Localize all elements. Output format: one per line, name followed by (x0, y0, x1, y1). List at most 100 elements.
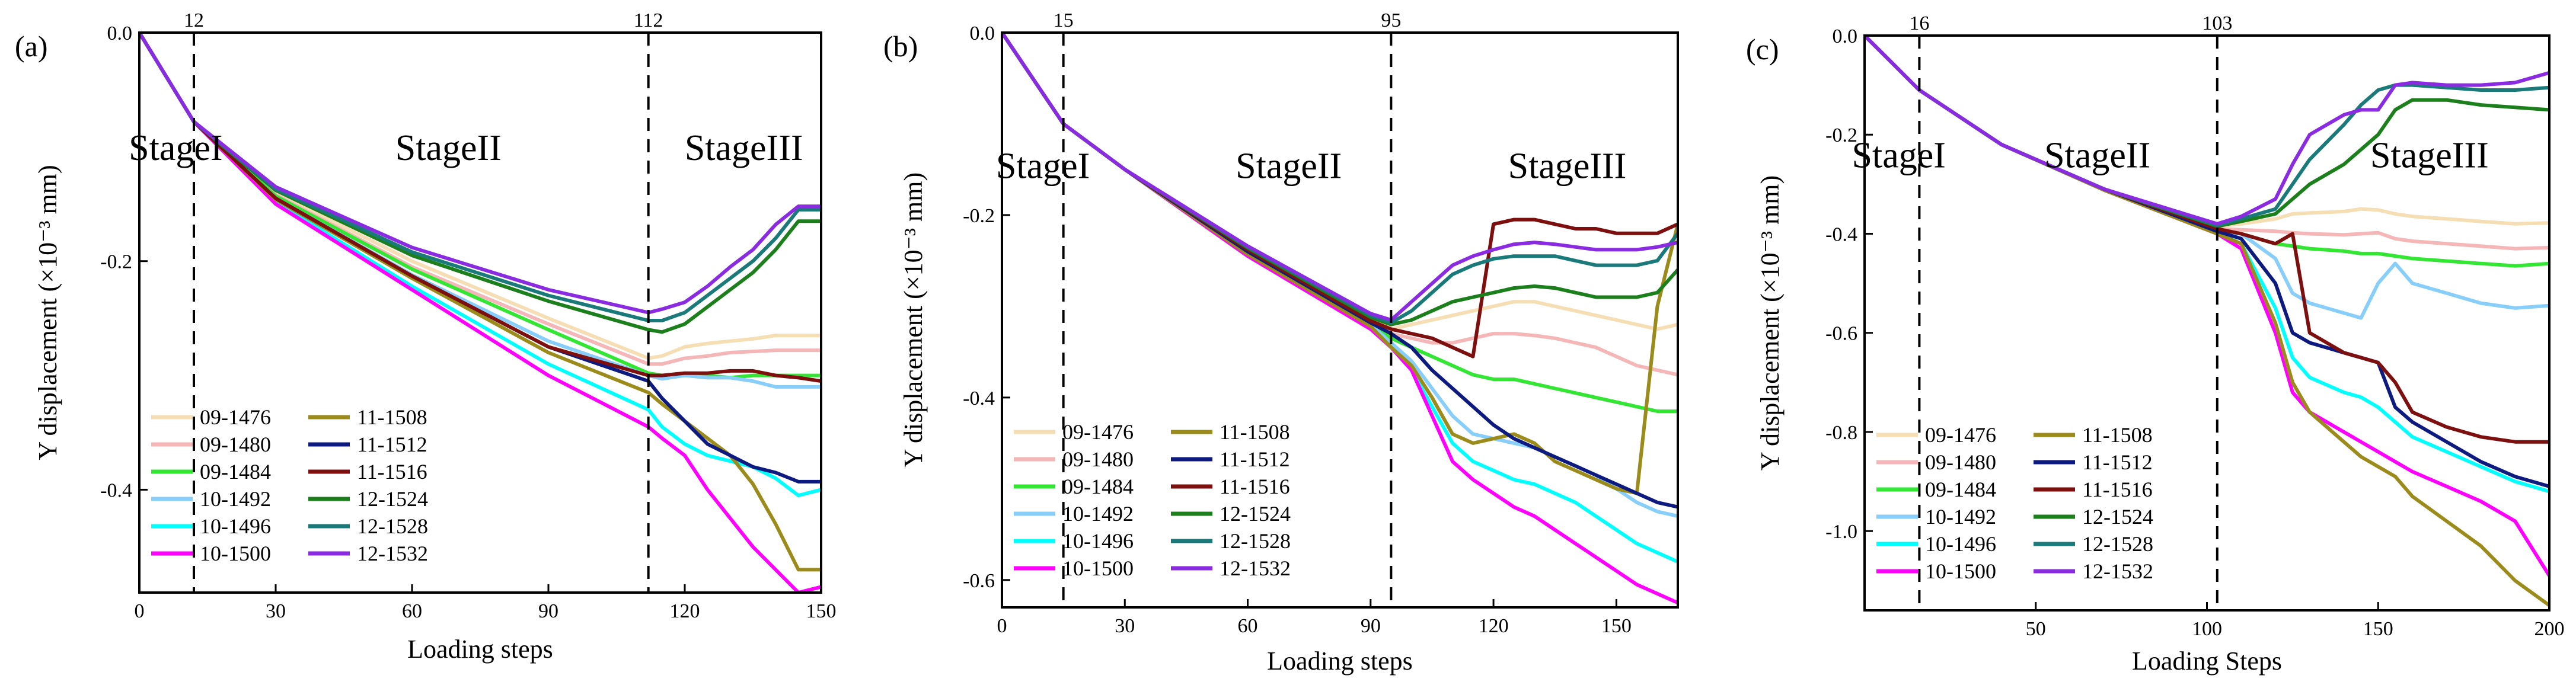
series-line-12-1532 (1002, 33, 1678, 322)
stage-label: StageII (395, 128, 502, 168)
legend-label: 09-1476 (1062, 420, 1134, 444)
legend: 09-1476 09-1480 09-1484 10-1492 10-1496 10-15… (1876, 423, 2153, 583)
legend-label: 09-1480 (1925, 450, 1996, 474)
legend-label: 12-1528 (2082, 532, 2153, 556)
legend-label: 12-1524 (2082, 505, 2153, 529)
x-tick-label: 90 (1361, 615, 1381, 637)
x-tick-label: 60 (402, 600, 422, 622)
series-line-12-1528 (139, 33, 821, 322)
y-tick-label: -0.6 (963, 570, 995, 592)
series-group (1002, 33, 1678, 605)
legend-label: 11-1512 (2082, 450, 2153, 474)
legend-label: 10-1492 (200, 487, 271, 511)
legend-label: 09-1484 (1062, 475, 1134, 498)
legend-label: 10-1500 (1925, 559, 1996, 583)
legend-label: 09-1480 (1062, 447, 1134, 471)
x-tick-label: 150 (2363, 618, 2393, 640)
stage-label: StageIII (1508, 146, 1627, 186)
stage-divider-label: 103 (2202, 12, 2232, 34)
legend: 09-1476 09-1480 09-1484 10-1492 10-1496 10-15… (151, 405, 428, 565)
legend-label: 10-1492 (1925, 505, 1996, 529)
stage-label: StageI (1852, 136, 1946, 176)
y-axis-label: Y displacement (×10⁻³ mm) (33, 165, 62, 460)
y-tick-label: -0.4 (100, 479, 132, 501)
stage-divider-label: 15 (1054, 9, 1074, 31)
legend-label: 09-1484 (200, 460, 271, 484)
y-tick-label: 0.0 (970, 23, 995, 44)
stage-label: StageII (2044, 136, 2150, 176)
plot-frame (1001, 31, 1679, 609)
x-axis-label: Loading steps (1267, 646, 1413, 676)
x-tick-label: 60 (1238, 615, 1258, 637)
y-tick-label: 0.0 (1833, 25, 1858, 47)
y-tick-label: -0.2 (963, 205, 995, 227)
y-tick-label: -0.2 (1825, 124, 1857, 146)
legend-label: 10-1500 (1062, 556, 1134, 580)
x-tick-label: 200 (2534, 618, 2565, 640)
stage-label: StageI (996, 146, 1090, 186)
x-axis-label: Loading steps (407, 635, 553, 664)
x-tick-label: 30 (1115, 615, 1135, 637)
series-line-11-1516 (1002, 33, 1678, 358)
stage-divider-label: 16 (1909, 12, 1929, 34)
x-axis-label: Loading Steps (2132, 646, 2282, 676)
chart-panel-2: (b) 15 95 StageI StageII StageIII 0 30 60 90 120 15… (883, 9, 1679, 676)
legend-label: 10-1496 (200, 514, 271, 538)
legend-label: 12-1532 (1220, 556, 1291, 580)
y-tick-label: -0.6 (1825, 323, 1857, 345)
y-axis-label: Y displacement (×10⁻³ mm) (1755, 175, 1785, 470)
legend-label: 11-1516 (2082, 478, 2153, 501)
series-line-09-1476 (1865, 36, 2549, 228)
legend-label: 11-1508 (1220, 420, 1290, 444)
y-tick-label: -1.0 (1825, 521, 1857, 543)
series-line-10-1500 (139, 33, 821, 593)
series-line-11-1508 (1002, 33, 1678, 495)
x-tick-label: 50 (2026, 618, 2046, 640)
series-line-10-1496 (139, 33, 821, 498)
stage-label: StageIII (685, 128, 803, 168)
y-tick-label: -0.4 (1825, 223, 1857, 245)
stage-label: StageI (129, 128, 222, 168)
x-tick-label: 90 (538, 600, 558, 622)
legend-label: 11-1516 (1220, 475, 1290, 498)
y-axis-label: Y displacement (×10⁻³ mm) (899, 172, 928, 468)
y-tick-label: 0.0 (107, 23, 133, 44)
legend-label: 11-1512 (1220, 447, 1290, 471)
plot-frame (138, 31, 822, 594)
series-line-10-1492 (1865, 36, 2549, 320)
series-group (1865, 36, 2549, 607)
series-line-12-1528 (1865, 36, 2549, 228)
legend-label: 09-1480 (200, 433, 271, 456)
x-tick-label: 120 (1479, 615, 1509, 637)
legend-label: 12-1524 (357, 487, 428, 511)
x-tick-label: 30 (266, 600, 286, 622)
series-group (139, 33, 821, 593)
stage-label: StageII (1236, 146, 1342, 186)
chart-panel-1: (a) 12 112 StageI StageII StageIII 0 30 60 90 120 1… (15, 9, 837, 664)
legend-label: 11-1512 (357, 433, 427, 456)
legend-label: 11-1508 (2082, 423, 2153, 447)
legend-label: 12-1524 (1220, 502, 1291, 526)
x-tick-label: 150 (1601, 615, 1632, 637)
x-tick-label: 100 (2192, 618, 2222, 640)
legend-label: 09-1476 (200, 405, 271, 429)
y-tick-label: -0.4 (963, 388, 995, 409)
panel-label: (c) (1746, 33, 1779, 66)
series-line-09-1484 (1002, 33, 1678, 413)
legend-label: 10-1500 (200, 542, 271, 565)
series-line-11-1516 (1865, 36, 2549, 444)
panel-label: (a) (15, 30, 48, 63)
stage-divider-label: 12 (184, 9, 204, 31)
stage-divider-label: 95 (1381, 9, 1401, 31)
legend-label: 12-1532 (2082, 559, 2153, 583)
legend-label: 11-1516 (357, 460, 427, 484)
legend-label: 10-1496 (1062, 529, 1134, 553)
legend: 09-1476 09-1480 09-1484 10-1492 10-1496 10-15… (1014, 420, 1291, 580)
legend-label: 09-1484 (1925, 478, 1996, 501)
x-tick-label: 0 (997, 615, 1007, 637)
panel-label: (b) (883, 30, 918, 63)
legend-label: 12-1528 (357, 514, 428, 538)
series-line-12-1524 (1865, 36, 2549, 228)
series-line-12-1532 (1865, 36, 2549, 226)
